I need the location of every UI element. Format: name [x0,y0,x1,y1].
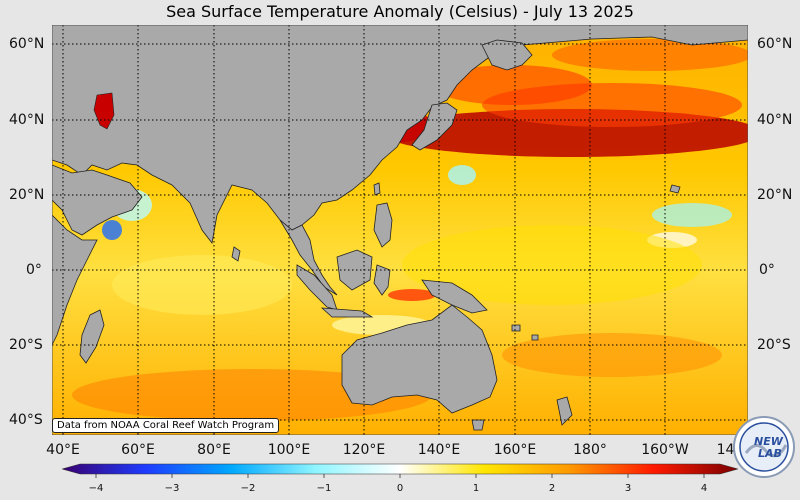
colorbar-tick-neg1: −1 [316,483,332,494]
lat-label-60n-left: 60°N [9,36,45,52]
colorbar-tick-1: 1 [472,483,480,494]
lat-label-60n-right: 60°N [757,36,793,52]
lab-logo-icon: NEW LAB [733,416,795,478]
lat-label-20s-right: 20°S [757,337,791,353]
anomaly-patches [72,39,748,421]
colorbar-tick-2: 2 [548,483,556,494]
colorbar-tick-neg4: −4 [88,483,104,494]
lon-label-120e: 120°E [342,442,386,458]
lon-label-140e: 140°E [417,442,461,458]
lon-label-60e: 60°E [121,442,155,458]
lon-label-160w: 160°W [641,442,689,458]
lon-label-160e: 160°E [493,442,537,458]
svg-text:NEW: NEW [754,435,784,448]
lat-label-0-left: 0° [26,262,42,278]
lon-label-180: 180° [573,442,607,458]
colorbar-tick-4: 4 [700,483,708,494]
lat-label-20n-right: 20°N [757,187,793,203]
lat-label-40n-right: 40°N [757,112,793,128]
map-title: Sea Surface Temperature Anomaly (Celsius… [166,2,634,21]
land-masses [52,25,748,431]
data-credit: Data from NOAA Coral Reef Watch Program [52,418,280,433]
colorbar-tick-3: 3 [624,483,632,494]
colorbar-tick-0: 0 [396,483,404,494]
lon-label-100e: 100°E [267,442,311,458]
lon-label-80e: 80°E [197,442,231,458]
lat-label-40n-left: 40°N [9,112,45,128]
colorbar-tick-neg3: −3 [164,483,180,494]
lat-label-0-right: 0° [759,262,775,278]
lon-label-40e: 40°E [46,442,80,458]
colorbar [62,463,738,478]
svg-text:LAB: LAB [758,447,782,460]
lat-label-20n-left: 20°N [9,187,45,203]
lat-label-20s-left: 20°S [9,337,43,353]
colorbar-tick-neg2: −2 [240,483,256,494]
lat-label-40s-left: 40°S [9,412,43,428]
anomaly-map [52,25,748,435]
